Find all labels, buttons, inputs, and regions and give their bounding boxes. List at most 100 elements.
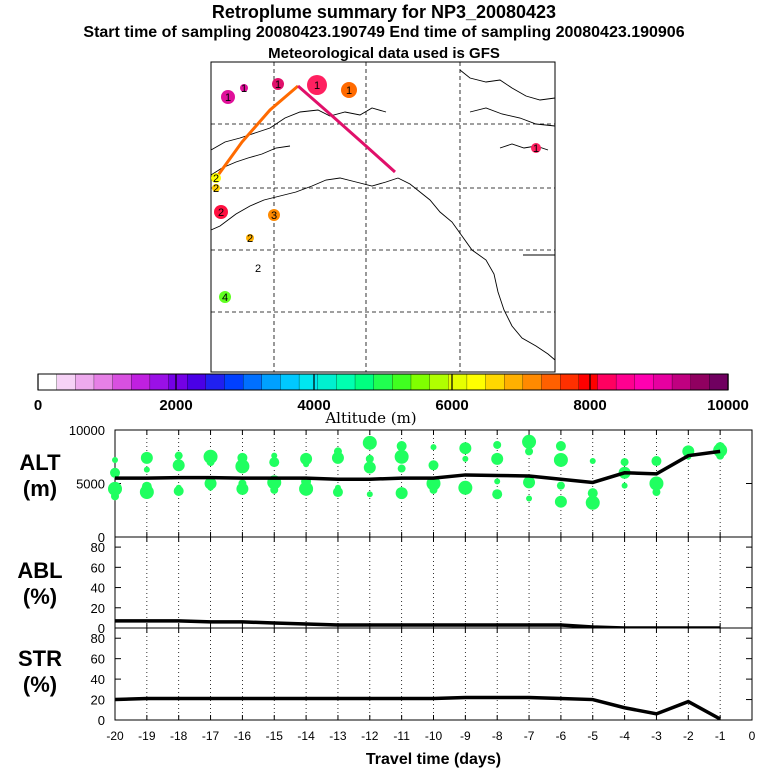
map-age-marker xyxy=(221,90,235,104)
map-age-marker xyxy=(246,234,254,242)
scatter-point xyxy=(525,447,534,456)
colorbar-swatch xyxy=(149,373,170,391)
map-age-label: 4 xyxy=(222,292,228,304)
scatter-point xyxy=(204,477,217,490)
scatter-point xyxy=(652,488,661,497)
colorbar-swatch xyxy=(392,373,412,391)
y-tick-label: 0 xyxy=(98,713,105,728)
y-tick-label: 40 xyxy=(91,672,105,687)
x-tick-label: -2 xyxy=(683,729,694,743)
colorbar-swatch xyxy=(615,373,636,391)
scatter-point xyxy=(172,459,185,472)
map-age-label: 2 xyxy=(255,263,261,275)
scatter-point xyxy=(362,435,377,450)
x-tick-label: -16 xyxy=(234,729,252,743)
map-age-marker xyxy=(240,84,248,92)
scatter-point xyxy=(206,458,215,467)
scatter-point xyxy=(651,456,662,467)
panel-label-unit: (%) xyxy=(23,672,57,697)
scatter-point xyxy=(459,442,472,455)
colorbar-label: Altitude (m) xyxy=(324,409,416,427)
colorbar-swatch xyxy=(224,373,244,391)
scatter-point xyxy=(365,454,374,463)
scatter-point xyxy=(366,491,373,498)
panel-label-unit: (%) xyxy=(23,584,57,609)
map-age-label: 1 xyxy=(533,143,539,155)
colorbar-swatch xyxy=(56,373,76,391)
scatter-point xyxy=(110,467,120,478)
colorbar-swatch xyxy=(560,373,580,391)
scatter-point xyxy=(553,452,568,467)
colorbar-swatch xyxy=(448,373,468,391)
colorbar-tick-label: 4000 xyxy=(297,397,330,414)
map-age-marker xyxy=(214,205,228,219)
scatter-point xyxy=(236,482,249,495)
colorbar-tick-label: 0 xyxy=(34,397,42,414)
colorbar-swatch xyxy=(298,373,319,391)
map-age-label: 1 xyxy=(241,83,247,95)
scatter-point xyxy=(271,452,278,459)
y-tick-label: 0 xyxy=(98,621,105,636)
x-tick-label: -18 xyxy=(170,729,188,743)
colorbar-swatch xyxy=(280,373,300,391)
scatter-point xyxy=(556,481,565,490)
colorbar-swatch xyxy=(690,373,711,391)
scatter-point xyxy=(303,461,310,468)
series-line xyxy=(115,449,721,485)
scatter-point xyxy=(207,484,214,491)
scatter-point xyxy=(493,440,502,449)
y-tick-label: 20 xyxy=(91,693,105,708)
x-tick-label: -1 xyxy=(715,729,726,743)
colorbar-swatch xyxy=(336,373,356,391)
scatter-point xyxy=(716,451,725,460)
panel-alt: 0 5000 10000 ALT(m) xyxy=(19,423,753,545)
trajectory-magenta xyxy=(297,84,397,174)
colorbar-swatch xyxy=(541,373,561,391)
map-age-marker xyxy=(272,78,284,90)
x-tick-label: -8 xyxy=(492,729,503,743)
x-tick-label: -6 xyxy=(556,729,567,743)
colorbar-swatch xyxy=(504,373,524,391)
map-age-marker xyxy=(211,173,221,183)
colorbar-tick-label: 10000 xyxy=(707,397,749,414)
colorbar-swatch xyxy=(653,373,673,391)
colorbar-swatch xyxy=(522,373,543,391)
scatter-point xyxy=(331,451,344,464)
scatter-point xyxy=(428,460,439,471)
panel-frame xyxy=(114,627,753,721)
scatter-point xyxy=(173,485,184,496)
x-tick-label: -14 xyxy=(297,729,315,743)
scatter-point xyxy=(143,466,150,473)
series-line xyxy=(114,695,721,721)
colorbar-tick-label: 8000 xyxy=(573,397,606,414)
map-age-marker xyxy=(341,82,357,98)
scatter-point xyxy=(300,452,313,465)
scatter-point xyxy=(111,492,119,501)
scatter-point xyxy=(621,482,628,489)
colorbar-swatch xyxy=(93,373,114,391)
scatter-point xyxy=(108,481,122,496)
colorbar-swatch xyxy=(317,373,338,391)
scatter-point xyxy=(396,441,407,452)
panel-label-unit: (m) xyxy=(23,476,57,501)
colorbar-tick-label: 6000 xyxy=(435,397,468,414)
colorbar-swatch xyxy=(671,373,692,391)
scatter-point xyxy=(491,452,504,465)
colorbar-swatch xyxy=(205,373,226,391)
map-age-label: 2 xyxy=(218,207,224,219)
scatter-point xyxy=(394,449,409,464)
chart-title: Retroplume summary for NP3_20080423 xyxy=(211,2,557,22)
x-tick-label: -11 xyxy=(393,729,410,743)
x-tick-label: -17 xyxy=(202,729,220,743)
scatter-point xyxy=(620,458,629,467)
colorbar-swatch xyxy=(578,373,599,391)
x-tick-label: -7 xyxy=(524,729,535,743)
scatter-point xyxy=(363,461,376,474)
scatter-point xyxy=(235,459,250,474)
map-age-marker xyxy=(212,184,220,192)
map-age-label: 1 xyxy=(225,92,231,104)
colorbar-swatch xyxy=(485,373,505,391)
